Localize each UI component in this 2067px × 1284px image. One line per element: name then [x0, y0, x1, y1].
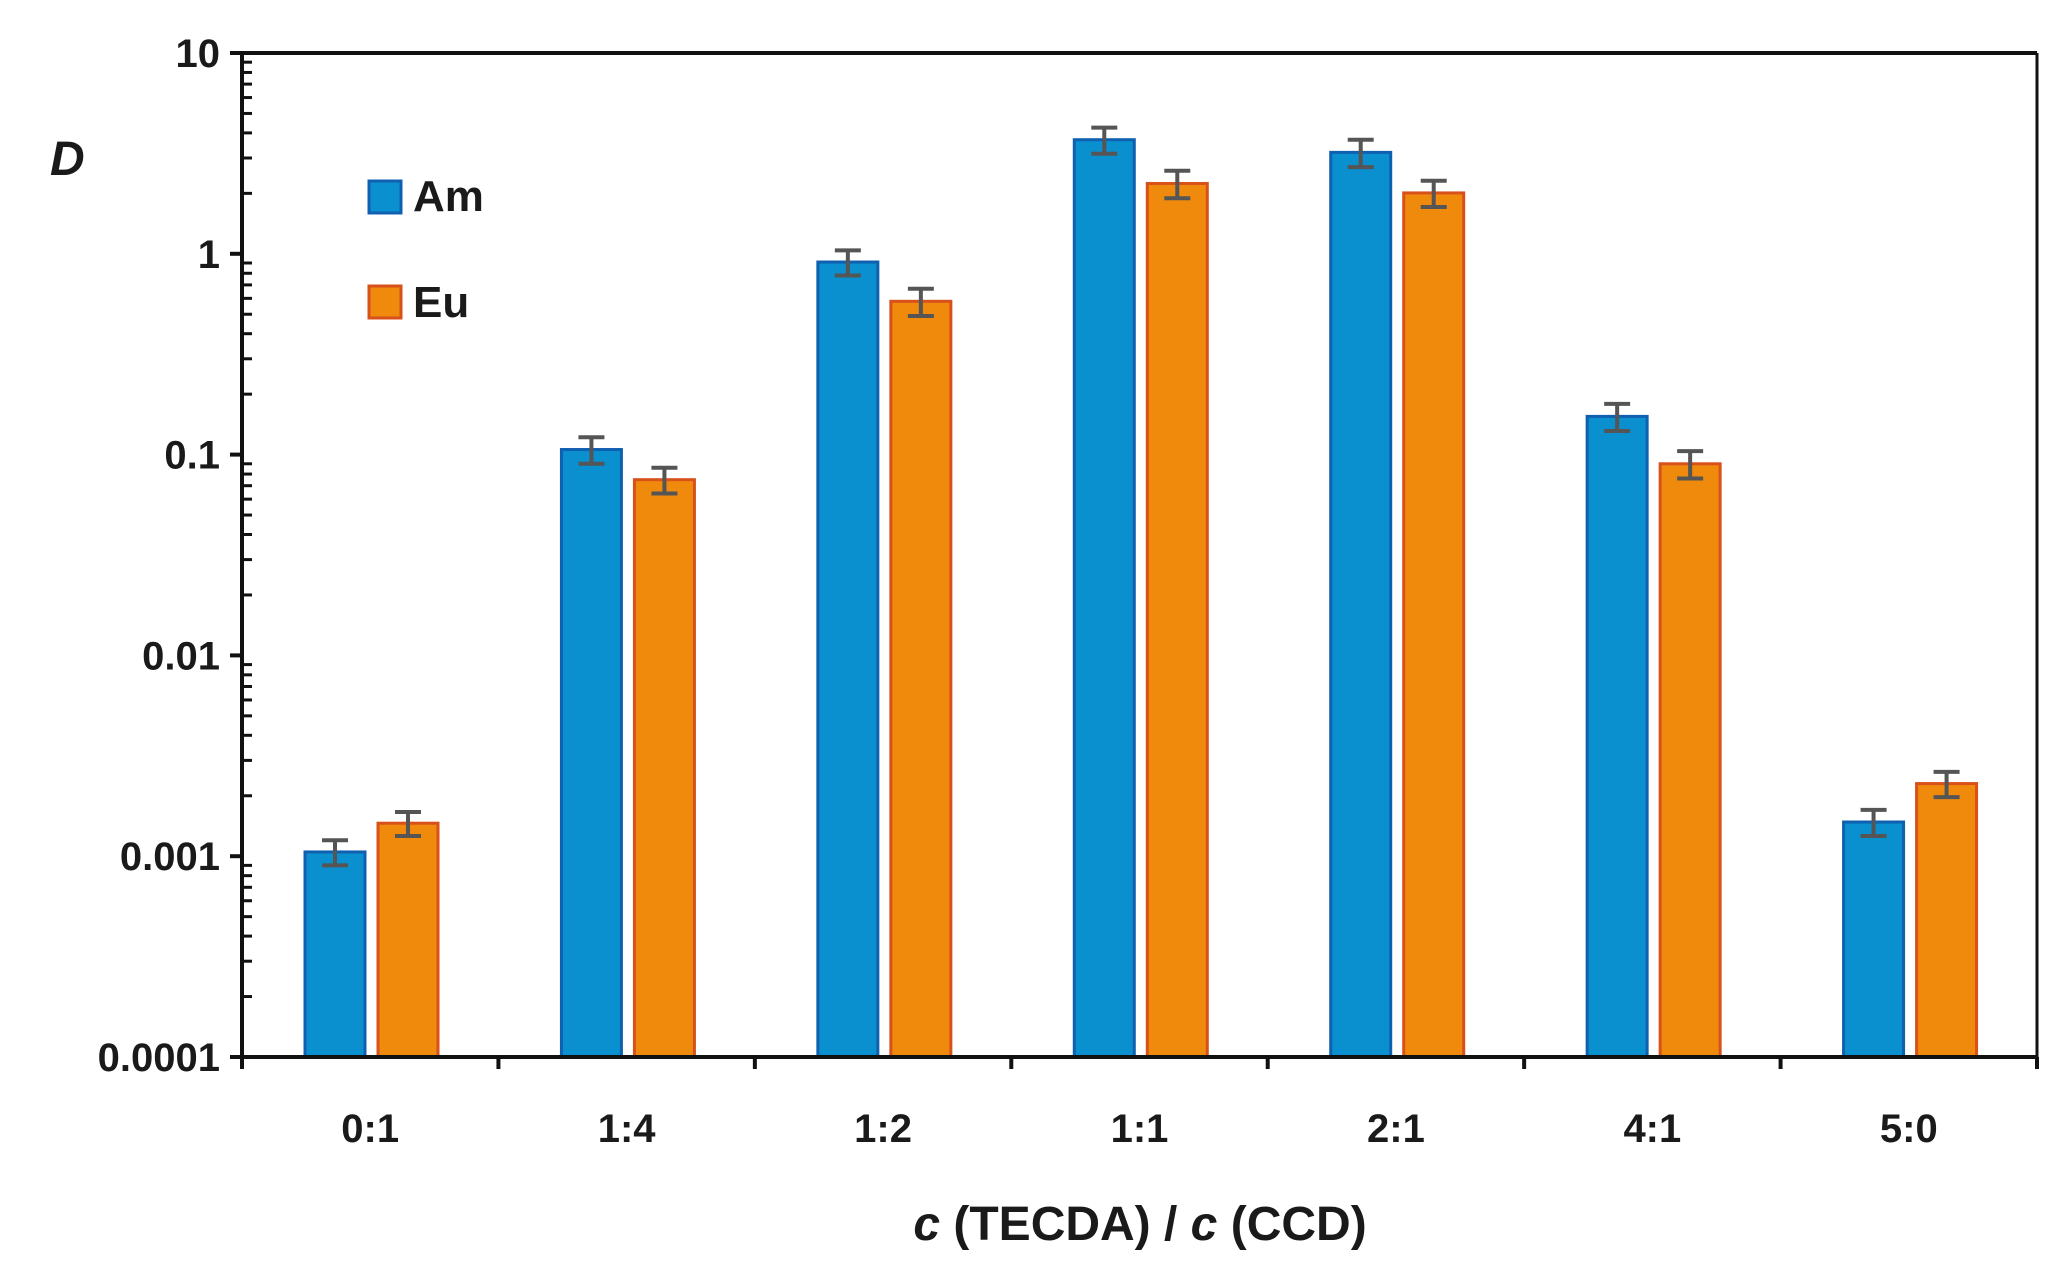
bars-layer: [303, 125, 1979, 1059]
bar-am-5:0: [1842, 820, 1906, 1059]
error-bar: [1677, 449, 1704, 481]
x-tick-label: 4:1: [1623, 1107, 1681, 1151]
bar-eu-5:0: [1915, 782, 1979, 1059]
error-bar: [1604, 401, 1631, 434]
legend-label-eu: Eu: [413, 278, 469, 327]
y-tick-label: 0.001: [120, 835, 220, 879]
y-tick-label: 10: [176, 32, 221, 76]
x-tick-label: 0:1: [341, 1107, 399, 1151]
y-tick-label: 0.1: [164, 434, 220, 478]
x-tick-label: 2:1: [1367, 1107, 1425, 1151]
error-bar: [1933, 769, 1960, 800]
error-bar: [395, 810, 421, 839]
legend-label-am: Am: [413, 172, 484, 221]
error-bar: [1420, 178, 1447, 210]
bar-am-2:1: [1329, 150, 1393, 1059]
legend-swatch-am: [367, 179, 403, 215]
error-bar: [578, 435, 605, 466]
error-bar: [1860, 807, 1887, 839]
bar-am-1:2: [816, 260, 880, 1059]
y-tick-label: 0.0001: [98, 1036, 220, 1080]
legend: Am Eu: [367, 172, 484, 327]
bar-eu-4:1: [1658, 462, 1722, 1059]
bar-eu-1:2: [889, 299, 953, 1059]
bar-eu-1:4: [632, 478, 696, 1059]
bar-am-1:4: [559, 448, 623, 1059]
x-axis-label-part2: (TECDA) /: [940, 1198, 1191, 1251]
y-tick-label: 1: [198, 233, 220, 277]
error-bar: [834, 248, 861, 278]
bar-eu-0:1: [376, 821, 440, 1059]
x-tick-label: 1:2: [854, 1107, 912, 1151]
legend-swatch-eu: [367, 284, 403, 320]
bar-eu-2:1: [1402, 191, 1466, 1059]
error-bar: [1347, 137, 1374, 170]
x-tick-label: 1:4: [598, 1107, 657, 1151]
x-axis-label: c (TECDA) / c (CCD): [913, 1198, 1366, 1251]
error-bar: [1164, 168, 1191, 201]
x-axis-label-c2: c: [1191, 1198, 1218, 1251]
error-bar: [322, 838, 348, 868]
error-bar: [907, 286, 934, 319]
error-bar: [1091, 125, 1118, 156]
x-axis-label-part4: (CCD): [1217, 1198, 1366, 1251]
bar-am-4:1: [1585, 414, 1649, 1059]
x-tick-label: 1:1: [1111, 1107, 1169, 1151]
bar-am-1:1: [1072, 138, 1136, 1059]
x-axis-label-c1: c: [913, 1198, 940, 1251]
y-tick-label: 0.01: [142, 634, 220, 678]
error-bar: [651, 465, 678, 496]
y-axis-label: D: [50, 133, 85, 186]
x-tick-label: 5:0: [1880, 1107, 1938, 1151]
bar-am-0:1: [303, 850, 367, 1059]
bar-eu-1:1: [1145, 181, 1209, 1059]
axes-layer: 10 1 0.1 0.01 0.001 0.0001 0:1 1:4 1:2 1:1 2:1 4:1 5…: [98, 32, 2039, 1151]
